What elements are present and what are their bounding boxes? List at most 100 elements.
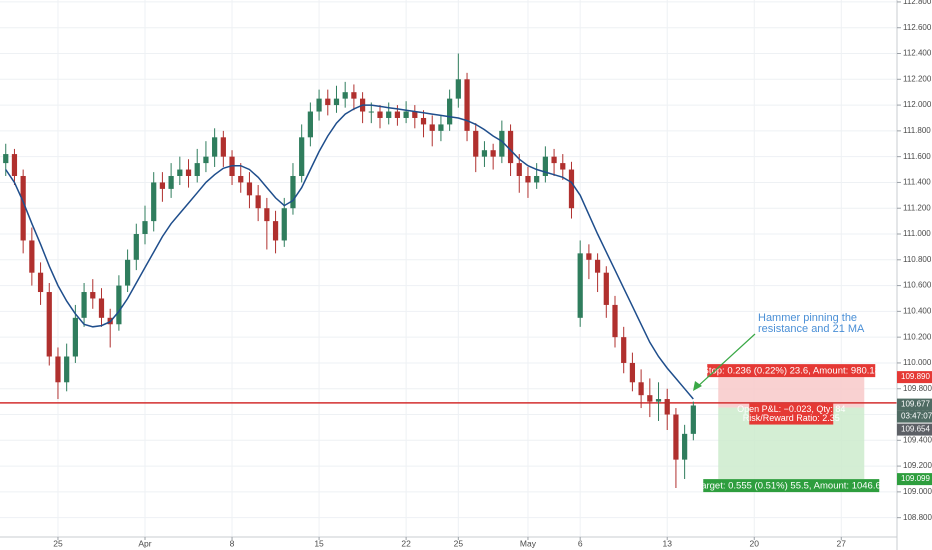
x-tick-label: 22 [401,538,411,548]
candle-body [255,195,261,209]
candle-body [481,150,488,157]
candle-body [647,395,653,402]
candle-body [612,304,618,338]
bottom-axis [0,537,897,550]
candle-body [682,433,688,460]
candle-body [490,150,496,157]
candle-body [412,111,418,118]
candle-body [664,399,670,415]
candle-body [3,154,9,164]
candle-body [98,298,105,318]
candle-body [594,259,601,273]
candle-body [351,92,357,99]
candle-body [586,253,592,260]
y-tick-label: 110.000 [903,358,932,367]
price-tag [897,473,932,486]
y-tick-label: 109.000 [903,487,932,496]
x-tick-label: 13 [662,538,672,548]
y-tick-label: 109.400 [903,435,932,444]
y-tick-label: 112.800 [903,0,932,6]
y-tick-label: 112.000 [903,100,932,109]
price-tag-label: 109.654 [901,425,930,434]
stop-label: Stop: 0.236 (0.22%) 23.6, Amount: 980.18 [703,366,880,377]
candle-body [264,208,270,222]
y-tick-label: 109.800 [903,384,932,393]
y-tick-label: 110.200 [903,332,932,341]
candle-body [447,98,453,125]
candle-body [394,111,401,118]
target-label: Target: 0.555 (0.51%) 55.5, Amount: 1046… [696,481,886,492]
x-tick-label: 27 [837,538,847,548]
x-tick-label: 6 [578,538,583,548]
candle-body [203,156,209,164]
x-tick-label: 15 [314,538,324,548]
candle-body [220,137,226,157]
candle-body [307,111,313,138]
candle-body [638,382,644,396]
candle-body [464,79,470,131]
candle-body [568,169,575,209]
candle-body [403,111,409,118]
x-tick-label: Apr [138,538,151,548]
rr-label: Risk/Reward Ratio: 2.35 [743,413,840,423]
candle-body [551,156,557,164]
candle-body [116,285,122,325]
candle-body [560,163,566,170]
stop-label-box [707,364,876,378]
candle-body [621,337,627,363]
candle-body [124,259,131,286]
candle-body [473,130,479,157]
candle-body [64,356,70,383]
candle-body [438,124,444,131]
price-tag [897,398,932,411]
candle-body [272,221,279,241]
candle-body [29,240,35,273]
candle-body [420,117,427,125]
candle-body [168,175,174,189]
candle-body [377,111,383,118]
moving-average [5,104,694,400]
y-tick-label: 110.800 [903,255,932,264]
y-tick-label: 111.200 [903,203,931,212]
candle-body [516,163,522,176]
price-tag [897,423,932,436]
pnl-box [749,403,834,425]
candle-body [299,137,305,176]
candle-body [159,182,166,189]
y-tick-label: 112.400 [903,49,932,58]
candle-body [11,154,18,176]
y-tick-label: 110.400 [903,306,932,315]
candle-body [90,292,96,299]
candle-body [629,362,636,383]
candle-body [185,169,192,176]
candle-body [655,399,662,402]
y-tick-label: 112.600 [903,23,932,32]
annotation: Hammer pinning the [758,312,857,324]
candle-body [55,356,61,383]
candle-body [194,163,200,176]
candle-body [499,130,505,157]
annotation-arrow [695,333,756,389]
candle-body [603,272,609,305]
annotation: resistance and 21 MA [758,323,865,335]
candle-body [316,98,322,112]
y-tick-label: 112.200 [903,74,932,83]
candle-body [238,175,244,183]
x-tick-label: 25 [454,538,464,548]
y-tick-label: 110.600 [903,281,932,290]
y-tick-label: 111.400 [903,178,931,187]
y-tick-label: 109.200 [903,461,932,470]
candle-body [37,272,44,293]
candle-body [525,175,531,183]
candle-body [386,111,392,118]
price-tag-label: 109.890 [901,372,930,381]
y-tick-label: 111.800 [903,126,931,135]
candle-body [72,317,78,357]
x-tick-label: May [520,538,537,548]
candle-body [690,405,696,434]
candle-body [246,182,253,196]
candle-body [20,175,26,241]
x-tick-label: 20 [750,538,760,548]
candle-body [212,137,218,157]
